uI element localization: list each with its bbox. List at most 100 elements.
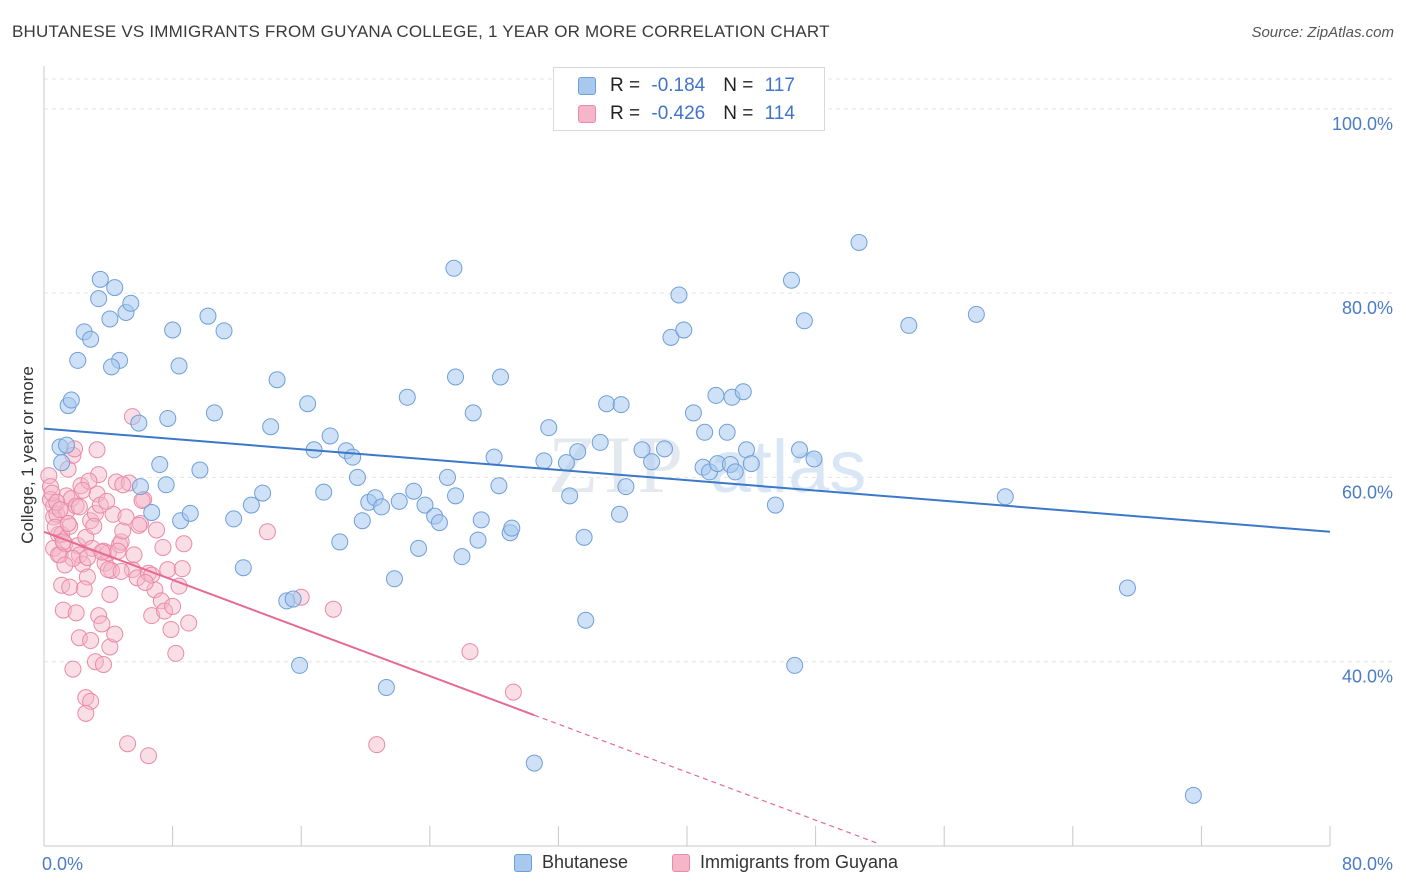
data-point-bhutanese <box>540 419 558 437</box>
data-point-bhutanese <box>1184 786 1202 804</box>
data-point-bhutanese <box>453 548 471 566</box>
data-point-bhutanese <box>490 477 508 495</box>
data-point-guyana <box>101 638 119 656</box>
data-point-bhutanese <box>225 510 243 528</box>
data-point-guyana <box>75 580 93 598</box>
data-point-guyana <box>112 533 130 551</box>
data-point-guyana <box>74 481 92 499</box>
data-point-bhutanese <box>254 484 272 502</box>
data-point-guyana <box>61 578 79 596</box>
data-point-bhutanese <box>106 279 124 297</box>
axes <box>43 66 1331 847</box>
data-point-guyana <box>504 683 522 701</box>
data-point-bhutanese <box>795 312 813 330</box>
data-point-guyana <box>82 632 100 650</box>
correlation-legend: R = -0.184 N = 117 R = -0.426 N = 114 <box>553 67 825 131</box>
x-tick-label: 80.0% <box>1342 854 1393 874</box>
data-point-bhutanese <box>791 441 809 459</box>
data-point-bhutanese <box>805 450 823 468</box>
data-point-guyana <box>162 620 180 638</box>
legend-r-value: -0.184 <box>651 75 706 96</box>
data-point-bhutanese <box>633 441 651 459</box>
legend-swatch-pink <box>672 853 690 872</box>
data-point-bhutanese <box>416 496 434 514</box>
data-point-guyana <box>85 517 103 535</box>
data-point-guyana <box>114 522 132 540</box>
data-point-bhutanese <box>262 418 280 436</box>
data-point-guyana <box>125 546 143 564</box>
data-point-guyana <box>48 505 66 523</box>
legend-row-bhutanese: R = -0.184 N = 117 <box>578 74 795 98</box>
data-point-bhutanese <box>1118 579 1136 597</box>
data-point-guyana <box>70 498 88 516</box>
data-point-guyana <box>56 556 74 574</box>
data-point-bhutanese <box>164 321 182 339</box>
data-point-bhutanese <box>62 391 80 409</box>
data-point-bhutanese <box>291 656 309 674</box>
data-point-bhutanese <box>742 455 760 473</box>
data-point-bhutanese <box>535 452 553 470</box>
data-point-bhutanese <box>82 330 100 348</box>
y-tick-label: 100.0% <box>1332 114 1393 134</box>
trend-line-guyana-extension <box>534 714 881 845</box>
data-point-guyana <box>88 441 106 459</box>
x-tick-labels: 0.0% 80.0% <box>42 854 1393 874</box>
data-point-bhutanese <box>191 461 209 479</box>
data-point-bhutanese <box>103 358 121 376</box>
y-tick-label: 80.0% <box>1342 298 1393 318</box>
data-point-guyana <box>98 492 116 510</box>
series-legend-label: Immigrants from Guyana <box>700 852 899 872</box>
data-point-guyana <box>461 643 479 661</box>
data-point-bhutanese <box>655 440 673 458</box>
data-point-bhutanese <box>181 504 199 522</box>
data-point-bhutanese <box>485 448 503 466</box>
data-point-bhutanese <box>53 454 71 472</box>
data-point-bhutanese <box>447 368 465 386</box>
legend-n-label: N = <box>723 75 759 96</box>
data-point-bhutanese <box>385 570 403 588</box>
data-point-bhutanese <box>766 496 784 514</box>
data-point-guyana <box>93 615 111 633</box>
data-point-bhutanese <box>234 559 252 577</box>
data-point-guyana <box>67 604 85 622</box>
data-point-bhutanese <box>967 305 985 323</box>
data-point-bhutanese <box>464 404 482 422</box>
data-point-bhutanese <box>900 316 918 334</box>
data-point-guyana <box>64 660 82 678</box>
data-point-bhutanese <box>850 233 868 251</box>
data-point-guyana <box>86 504 104 522</box>
series-legend-bhutanese: Bhutanese <box>514 852 628 873</box>
data-point-bhutanese <box>373 498 391 516</box>
x-tick-label: 0.0% <box>42 854 83 874</box>
data-point-guyana <box>173 560 191 578</box>
y-tick-labels: 100.0% 80.0% 60.0% 40.0% <box>1332 114 1393 687</box>
data-point-guyana <box>167 644 185 662</box>
data-point-bhutanese <box>675 321 693 339</box>
data-point-bhutanese <box>130 414 148 432</box>
data-point-bhutanese <box>734 383 752 401</box>
data-point-bhutanese <box>91 270 109 288</box>
data-point-bhutanese <box>643 453 661 471</box>
series-legend-label: Bhutanese <box>542 852 629 872</box>
data-point-guyana <box>114 476 132 494</box>
data-point-guyana <box>59 515 77 532</box>
data-point-bhutanese <box>438 468 456 486</box>
data-point-bhutanese <box>598 395 616 413</box>
data-point-bhutanese <box>268 371 286 389</box>
data-point-bhutanese <box>321 427 339 445</box>
legend-n-label: N = <box>723 103 759 124</box>
data-point-guyana <box>117 508 135 526</box>
data-point-guyana <box>164 597 182 615</box>
data-point-guyana <box>180 614 198 632</box>
data-point-bhutanese <box>707 386 725 404</box>
data-point-guyana <box>156 602 174 620</box>
data-point-bhutanese <box>353 512 371 530</box>
data-point-bhutanese <box>670 286 688 304</box>
data-point-guyana <box>78 549 96 567</box>
data-point-guyana <box>40 467 58 485</box>
legend-swatch-pink <box>578 105 596 123</box>
data-point-bhutanese <box>612 396 630 414</box>
data-point-guyana <box>154 538 172 556</box>
chart-source: Source: ZipAtlas.com <box>1251 24 1394 41</box>
